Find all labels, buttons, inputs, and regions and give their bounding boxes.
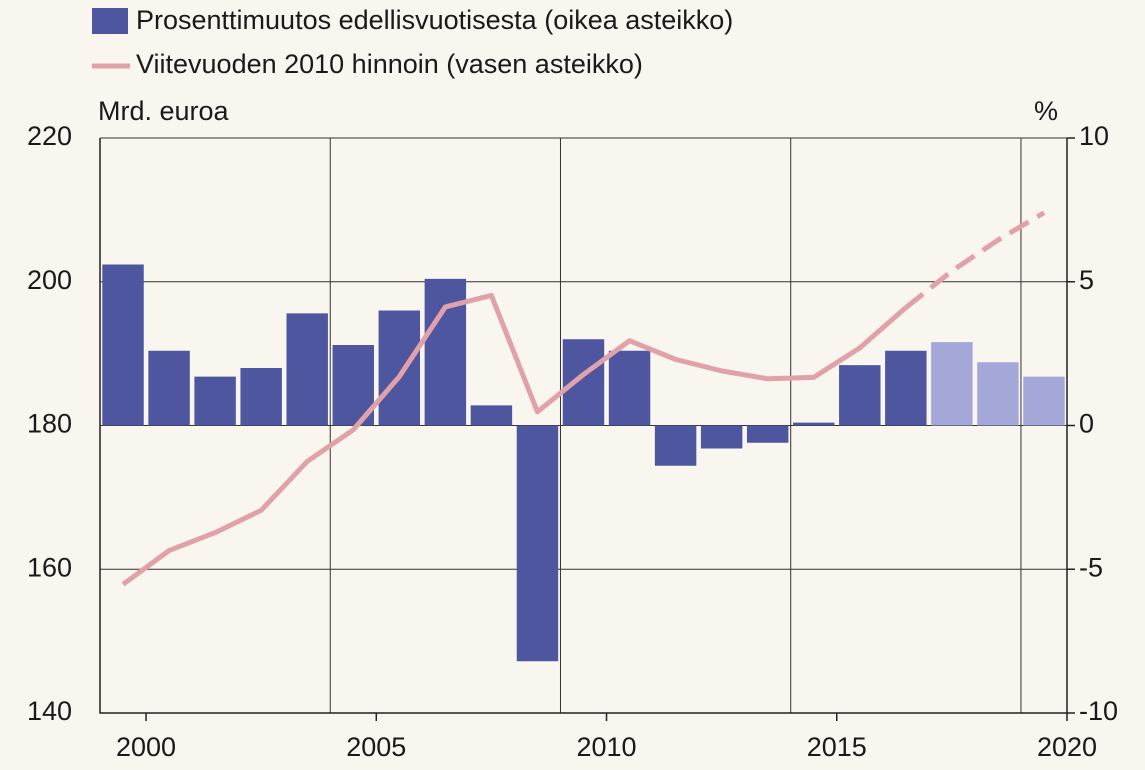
bar xyxy=(608,350,651,426)
bar xyxy=(378,310,421,426)
y2-tick-label: -10 xyxy=(1079,696,1118,726)
y-tick-label: 180 xyxy=(27,409,72,439)
y-tick-label: 160 xyxy=(27,552,72,582)
y2-tick-label: 0 xyxy=(1079,409,1094,439)
x-tick-label: 2020 xyxy=(1037,732,1097,762)
x-tick-label: 2010 xyxy=(576,732,636,762)
x-tick-label: 2005 xyxy=(346,732,406,762)
x-tick-label: 2000 xyxy=(116,732,176,762)
bar xyxy=(102,264,144,426)
y-axis-label: Mrd. euroa xyxy=(98,96,230,126)
bar xyxy=(240,368,282,426)
bar xyxy=(885,350,927,426)
y-tick-label: 200 xyxy=(27,265,72,295)
bar xyxy=(931,342,973,426)
line-series xyxy=(121,292,908,587)
legend-swatch-bar xyxy=(92,8,128,34)
bar xyxy=(746,425,789,443)
bar xyxy=(793,422,835,426)
legend-label: Prosenttimuutos edellisvuotisesta (oikea… xyxy=(136,5,733,35)
line-series-forecast xyxy=(904,210,1046,310)
y2-tick-label: 10 xyxy=(1079,121,1109,151)
bar xyxy=(839,365,881,426)
bar xyxy=(562,339,605,426)
bar xyxy=(148,350,190,426)
bar xyxy=(700,425,743,449)
bar xyxy=(1023,376,1065,426)
y-tick-label: 140 xyxy=(27,696,72,726)
legend-label: Viitevuoden 2010 hinnoin (vasen asteikko… xyxy=(136,49,643,79)
x-tick-label: 2015 xyxy=(807,732,867,762)
y-tick-label: 220 xyxy=(27,121,72,151)
bar xyxy=(286,313,328,426)
y2-tick-label: -5 xyxy=(1079,552,1103,582)
bar xyxy=(470,405,513,426)
y2-axis-label: % xyxy=(1034,96,1058,126)
bar xyxy=(654,425,697,466)
y2-tick-label: 5 xyxy=(1079,265,1094,295)
bar xyxy=(516,425,559,662)
bar xyxy=(977,362,1019,426)
bar xyxy=(194,376,236,426)
